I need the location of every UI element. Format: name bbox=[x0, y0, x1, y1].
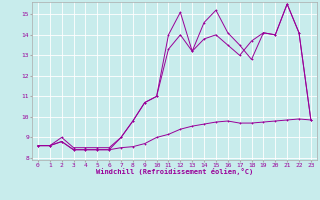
X-axis label: Windchill (Refroidissement éolien,°C): Windchill (Refroidissement éolien,°C) bbox=[96, 168, 253, 175]
